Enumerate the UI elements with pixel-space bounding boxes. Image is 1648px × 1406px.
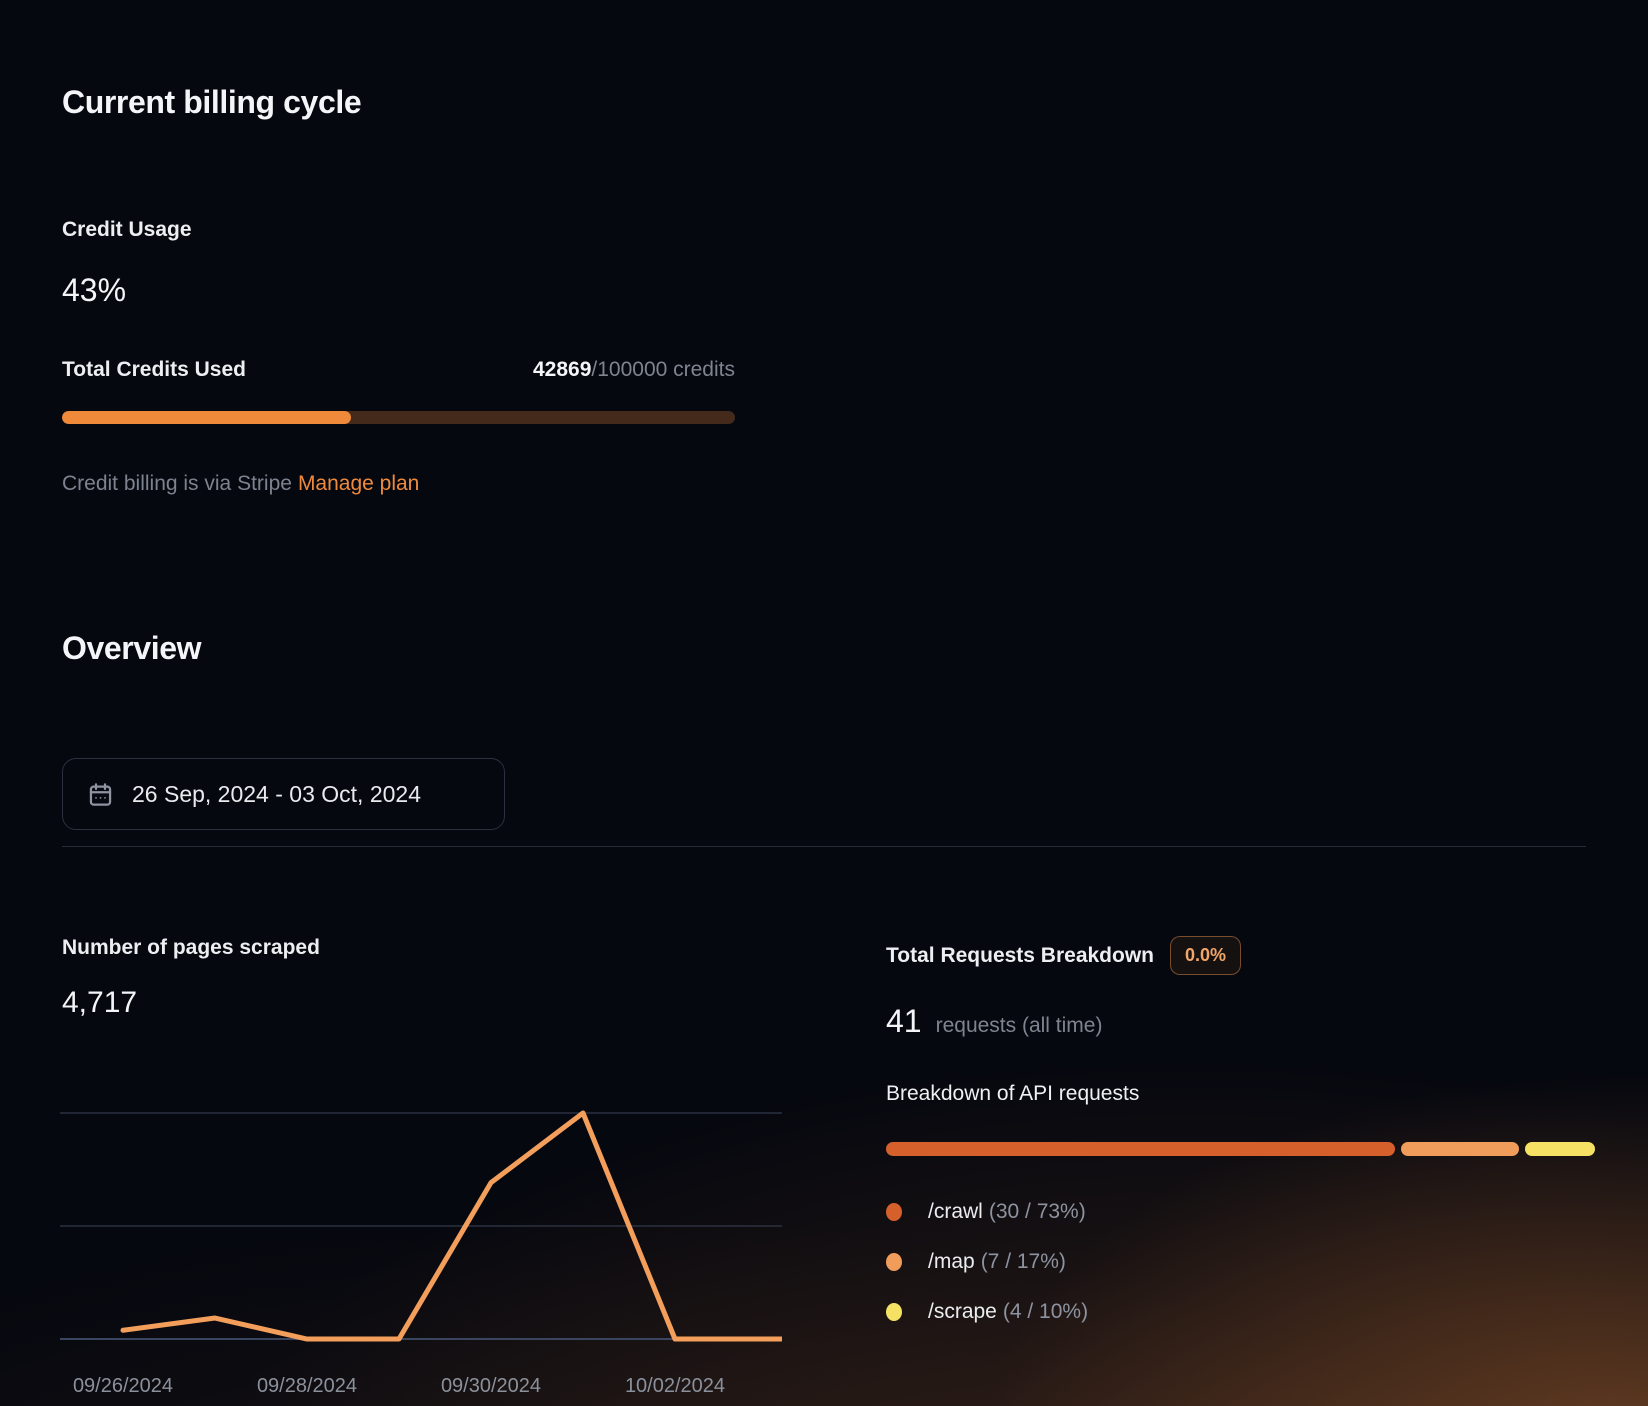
legend-label: /scrape [928,1300,997,1323]
legend-dot-icon [886,1203,902,1221]
requests-total-suffix: requests (all time) [935,1014,1103,1037]
calendar-icon [87,781,114,808]
pages-scraped-panel: Number of pages scraped 4,717 09/26/2024… [60,936,782,1397]
x-axis-tick-label: 09/28/2024 [257,1375,357,1397]
legend-detail: (4 / 10%) [1002,1300,1089,1323]
x-axis-tick-label: 10/02/2024 [625,1375,725,1397]
total-credits-row: Total Credits Used 42869/100000 credits [62,358,735,382]
credits-remainder: /100000 credits [591,358,735,381]
manage-plan-link[interactable]: Manage plan [297,472,420,495]
pages-scraped-line-chart[interactable]: 09/26/2024 09/28/2024 09/30/2024 10/02/2024 [60,1040,782,1404]
pages-scraped-title: Number of pages scraped [62,936,320,959]
x-axis-tick-label: 09/26/2024 [73,1375,173,1397]
api-breakdown-title: Breakdown of API requests [886,1082,1140,1105]
x-axis-tick-label: 09/30/2024 [441,1375,541,1397]
billing-cycle-title: Current billing cycle [62,84,362,120]
legend-detail: (7 / 17%) [980,1250,1066,1273]
billing-note: Credit billing is via Stripe Manage plan [62,472,419,496]
section-divider [62,846,1586,847]
credits-used: 42869 [532,358,592,381]
legend-row-map: /map (7 / 17%) [886,1248,1598,1276]
pages-scraped-total: 4,717 [62,986,138,1019]
credit-usage-label: Credit Usage [62,218,192,241]
credit-usage-percent: 43% [62,272,127,308]
credit-progress-fill [62,411,352,424]
api-breakdown-bar [886,1142,1595,1156]
bar-segment-map [1400,1142,1520,1156]
bar-segment-scrape [1525,1142,1595,1156]
pages-scraped-series-line [120,1110,782,1342]
credits-value: 42869/100000 credits [533,358,735,382]
billing-note-text: Credit billing is via Stripe [62,472,292,495]
legend-label: /map [928,1250,975,1273]
api-breakdown-legend: /crawl (30 / 73%) /map (7 / 17%) /scrape (4 /… [886,1198,1598,1326]
legend-label: /crawl [928,1200,983,1223]
bar-segment-crawl [886,1142,1395,1156]
legend-row-scrape: /scrape (4 / 10%) [886,1298,1598,1326]
date-range-picker[interactable]: 26 Sep, 2024 - 03 Oct, 2024 [62,758,505,830]
date-range-label: 26 Sep, 2024 - 03 Oct, 2024 [132,780,421,807]
legend-dot-icon [886,1303,902,1321]
requests-breakdown-panel: Total Requests Breakdown 0.0% 41 request… [886,936,1598,1326]
credit-progress-bar [62,411,735,424]
total-credits-label: Total Credits Used [62,358,246,381]
legend-detail: (30 / 73%) [988,1200,1086,1223]
requests-breakdown-title: Total Requests Breakdown [886,943,1154,967]
legend-row-crawl: /crawl (30 / 73%) [886,1198,1598,1226]
requests-change-badge: 0.0% [1170,936,1242,975]
requests-title-row: Total Requests Breakdown 0.0% [886,936,1598,975]
requests-total-row: 41 requests (all time) [886,1003,1598,1040]
overview-title: Overview [62,630,202,666]
legend-dot-icon [886,1253,902,1271]
requests-total: 41 [886,1003,922,1039]
